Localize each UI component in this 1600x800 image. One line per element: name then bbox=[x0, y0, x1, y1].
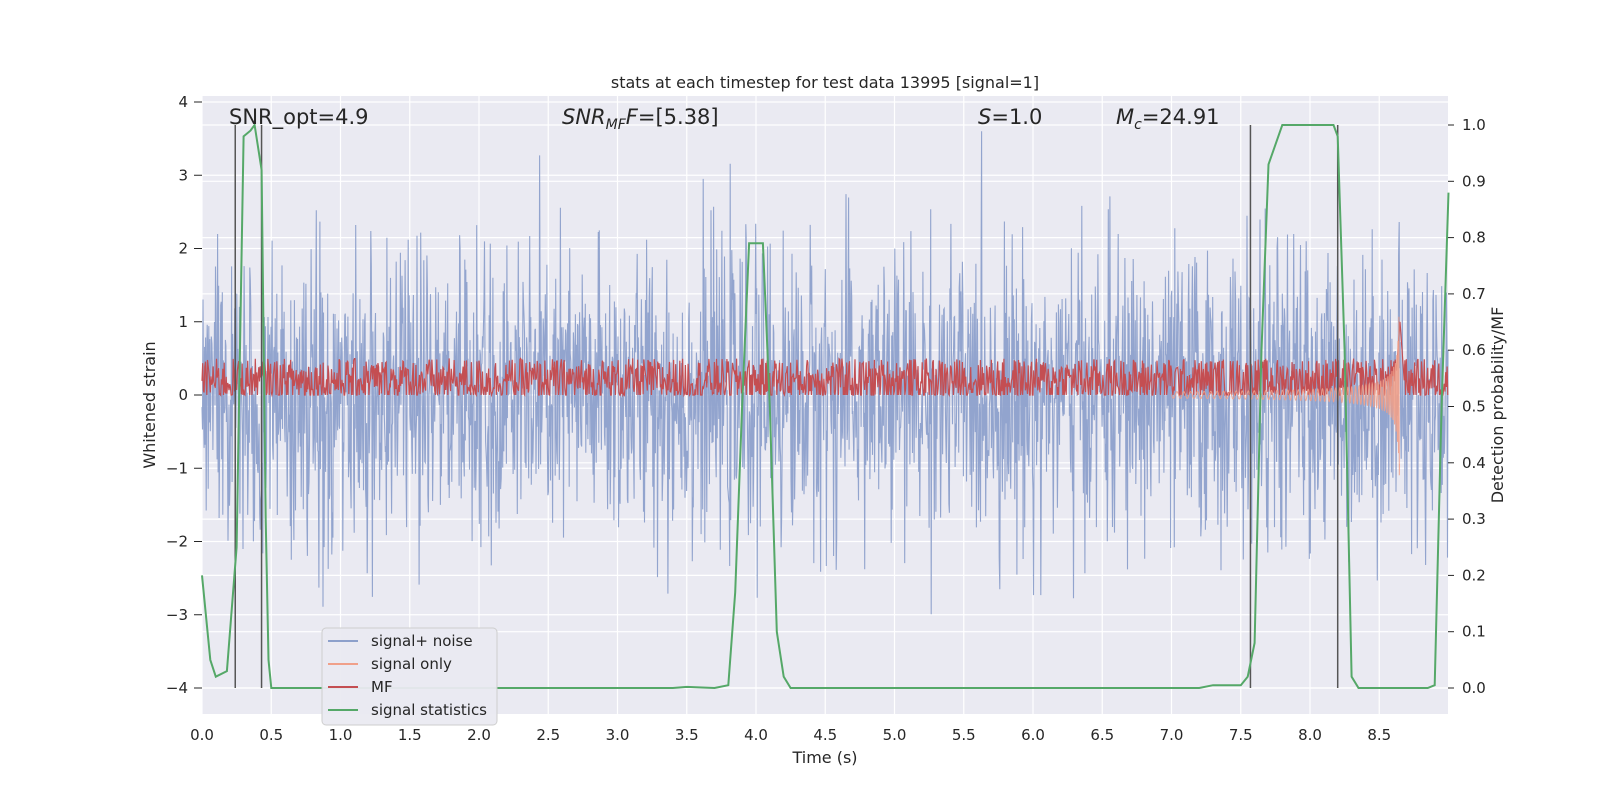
annotation-snr-opt: SNR_opt=4.9 bbox=[229, 105, 369, 130]
x-tick-label: 6.5 bbox=[1090, 726, 1114, 744]
signal-statistics-line bbox=[201, 122, 1450, 690]
legend-label-mf: MF bbox=[371, 678, 393, 696]
annotation-mc: Mc=24.91 bbox=[1116, 105, 1220, 133]
y-right-tick-label: 0.9 bbox=[1462, 172, 1486, 190]
legend-label-signal-only: signal only bbox=[371, 655, 452, 673]
y-right-axis-label: Detection probability/MF bbox=[1488, 307, 1507, 504]
y-right-tick-label: 1.0 bbox=[1462, 116, 1486, 134]
signal-statistics-series bbox=[201, 122, 1450, 690]
x-tick-label: 7.0 bbox=[1160, 726, 1184, 744]
legend-label-stats: signal statistics bbox=[371, 701, 487, 719]
x-tick-label: 1.5 bbox=[398, 726, 422, 744]
y-left-tick-label: 4 bbox=[178, 93, 188, 111]
annotation-s: S=1.0 bbox=[978, 105, 1042, 129]
signal-noise-series bbox=[201, 131, 1449, 615]
mf-series bbox=[201, 321, 1449, 398]
signal-only-line bbox=[1171, 316, 1400, 476]
y-left-tick-label: 1 bbox=[178, 313, 188, 331]
y-left-axis-label: Whitened strain bbox=[140, 341, 159, 468]
x-tick-label: 3.0 bbox=[606, 726, 630, 744]
x-tick-label: 0.0 bbox=[190, 726, 214, 744]
x-tick-label: 0.5 bbox=[259, 726, 283, 744]
y-left-tick-label: −1 bbox=[166, 459, 188, 477]
x-tick-label: 7.5 bbox=[1229, 726, 1253, 744]
y-left-tick-label: −4 bbox=[166, 679, 188, 697]
legend-box bbox=[321, 627, 498, 726]
chart-title: stats at each timestep for test data 139… bbox=[611, 73, 1039, 92]
x-tick-label: 4.5 bbox=[813, 726, 837, 744]
y-right-tick-label: 0.3 bbox=[1462, 510, 1486, 528]
x-tick-label: 6.0 bbox=[1021, 726, 1045, 744]
y-right-tick-label: 0.1 bbox=[1462, 623, 1486, 641]
y-right-tick-label: 0.2 bbox=[1462, 566, 1486, 584]
y-right-tick-label: 0.8 bbox=[1462, 229, 1486, 247]
x-tick-label: 2.5 bbox=[536, 726, 560, 744]
y-left-tick-label: 0 bbox=[178, 386, 188, 404]
x-tick-label: 8.0 bbox=[1298, 726, 1322, 744]
signal-noise-line bbox=[201, 131, 1449, 615]
y-left-tick-label: −2 bbox=[166, 533, 188, 551]
y-left-tick-label: −3 bbox=[166, 606, 188, 624]
y-right-tick-label: 0.7 bbox=[1462, 285, 1486, 303]
legend-label-noise: signal+ noise bbox=[371, 632, 473, 650]
y-left-tick-label: 2 bbox=[178, 240, 188, 258]
y-right-tick-label: 0.6 bbox=[1462, 341, 1486, 359]
x-tick-label: 1.0 bbox=[329, 726, 353, 744]
y-left-axis-ticks: 4 3 2 1 0 −1 −2 −3 −4 bbox=[166, 93, 202, 697]
annotation-snr-mf: SNRMFF=[5.38] bbox=[562, 105, 719, 133]
x-axis-ticks: 0.0 0.5 1.0 1.5 2.0 2.5 3.0 3.5 4.0 4.5 5.0 5.5 6.0 6… bbox=[190, 726, 1391, 744]
x-axis-label: Time (s) bbox=[791, 748, 857, 767]
x-tick-label: 5.5 bbox=[952, 726, 976, 744]
x-tick-label: 5.0 bbox=[883, 726, 907, 744]
mf-line bbox=[201, 321, 1449, 398]
x-tick-label: 4.0 bbox=[744, 726, 768, 744]
signal-only-series bbox=[1171, 316, 1400, 476]
y-left-tick-label: 3 bbox=[178, 166, 188, 184]
x-tick-label: 2.0 bbox=[467, 726, 491, 744]
y-right-tick-label: 0.4 bbox=[1462, 454, 1486, 472]
y-right-tick-label: 0.5 bbox=[1462, 398, 1486, 416]
y-right-tick-label: 0.0 bbox=[1462, 679, 1486, 697]
y-right-axis-ticks: 1.0 0.9 0.8 0.7 0.6 0.5 0.4 0.3 0.2 0.1 0.0 bbox=[1448, 116, 1486, 697]
legend: signal+ noise signal only MF signal stat… bbox=[321, 627, 498, 726]
x-tick-label: 8.5 bbox=[1367, 726, 1391, 744]
x-tick-label: 3.5 bbox=[675, 726, 699, 744]
